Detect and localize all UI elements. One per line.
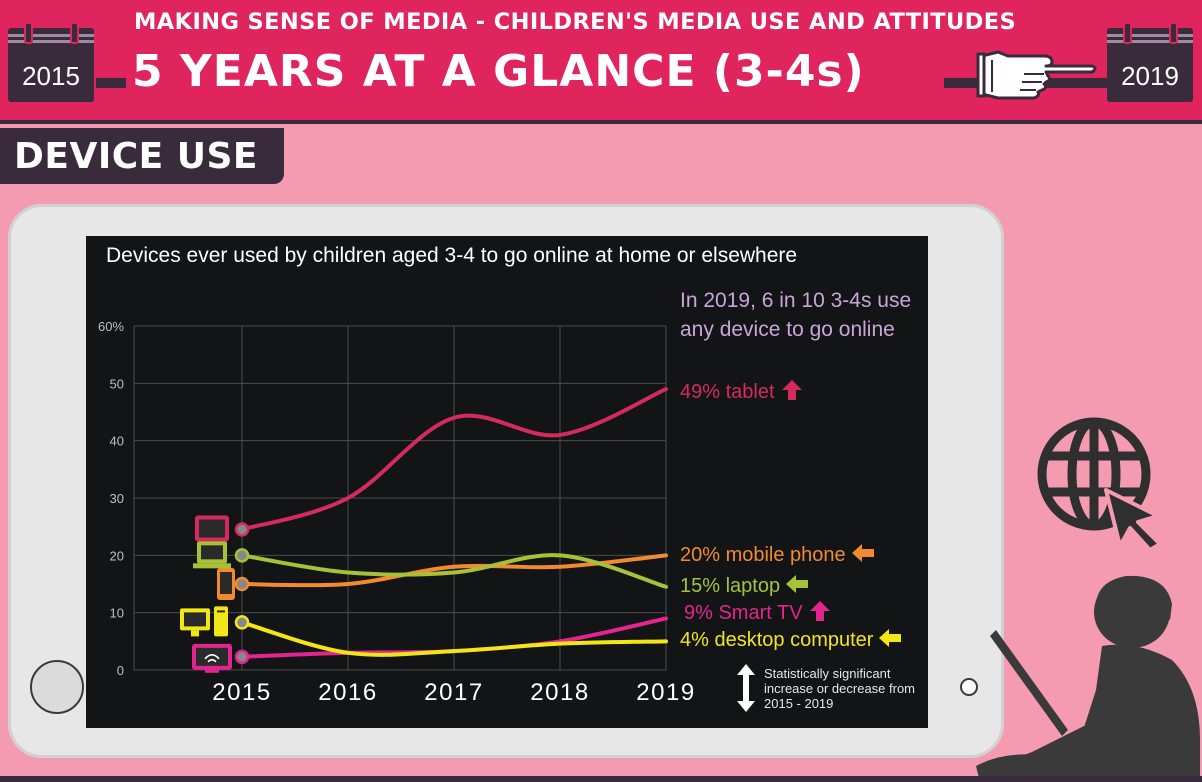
child-with-laptop-icon [976, 575, 1200, 782]
series-marker [234, 649, 250, 665]
x-tick-label: 2018 [530, 679, 589, 706]
calendar-start-icon: 2015 [8, 22, 94, 102]
arrow-up-icon [809, 601, 830, 621]
pointing-hand-icon [976, 50, 1097, 100]
end-year: 2019 [1121, 61, 1179, 91]
x-tick-label: 2015 [212, 679, 271, 706]
significance-note: Statistically significant increase or de… [764, 666, 916, 711]
series-label: 49% tablet [680, 380, 803, 404]
start-year: 2015 [22, 61, 80, 91]
y-tick-label: 10 [110, 606, 124, 621]
globe-cursor-icon [1037, 417, 1162, 552]
x-axis-ticks: 2015 2016 2017 2018 2019 [212, 679, 695, 706]
series-label-text: 49% tablet [680, 381, 775, 403]
series-label-text: 9% Smart TV [684, 602, 803, 624]
series-label-text: 15% laptop [680, 575, 781, 597]
series-line-laptop [240, 553, 668, 589]
up-down-arrow-icon [737, 664, 755, 712]
header-banner: 2015 2019 MAKING SENSE OF MEDIA - CHILDR… [0, 0, 1202, 120]
smart-tv-icon [192, 643, 232, 673]
header-subtitle: MAKING SENSE OF MEDIA - CHILDREN'S MEDIA… [134, 9, 1017, 35]
device-icons [180, 515, 235, 673]
series-marker [234, 522, 250, 537]
series-marker [234, 615, 250, 630]
arrow-up-icon [781, 380, 802, 400]
series-marker [234, 576, 250, 592]
x-tick-label: 2016 [318, 679, 377, 706]
calendar-end-icon: 2019 [1107, 22, 1193, 102]
series-lines [240, 387, 668, 659]
series-label-text: 4% desktop computer [680, 629, 874, 651]
y-axis-ticks: 0 10 20 30 40 50 60% [98, 319, 124, 678]
y-tick-label: 0 [117, 663, 124, 678]
section-label: DEVICE USE [0, 128, 284, 184]
tablet-camera [960, 678, 978, 696]
series-label: 4% desktop computer [680, 628, 902, 652]
tablet-home-button [30, 660, 84, 714]
arrow-left-icon [879, 629, 902, 647]
y-tick-label: 60% [98, 319, 124, 334]
tablet-icon [195, 515, 229, 542]
arrow-left-icon [786, 575, 809, 593]
x-tick-label: 2019 [636, 679, 695, 706]
series-start-markers [234, 522, 250, 665]
arrow-left-icon [851, 544, 874, 562]
series-marker [234, 548, 250, 563]
series-line-tablet [240, 387, 668, 532]
chart-title: Devices ever used by children aged 3-4 t… [106, 244, 798, 267]
series-label: 20% mobile phone [680, 543, 874, 567]
y-tick-label: 40 [110, 434, 124, 449]
mobile-phone-icon [217, 568, 235, 600]
x-tick-label: 2017 [424, 679, 483, 706]
page-title: 5 YEARS AT A GLANCE (3-4s) [132, 46, 865, 97]
callout-text: In 2019, 6 in 10 3-4s use any device to … [680, 289, 912, 341]
y-tick-label: 50 [110, 376, 124, 391]
series-line-desktop-computer [240, 620, 668, 657]
y-tick-label: 30 [110, 491, 124, 506]
desktop-computer-icon [180, 606, 228, 637]
series-label-text: 20% mobile phone [680, 544, 846, 566]
series-label: 9% Smart TV [684, 601, 831, 625]
chart-grid [133, 325, 667, 671]
y-tick-label: 20 [110, 548, 124, 563]
section-title: DEVICE USE [14, 136, 259, 177]
laptop-icon [193, 541, 231, 569]
series-label: 15% laptop [680, 574, 809, 598]
